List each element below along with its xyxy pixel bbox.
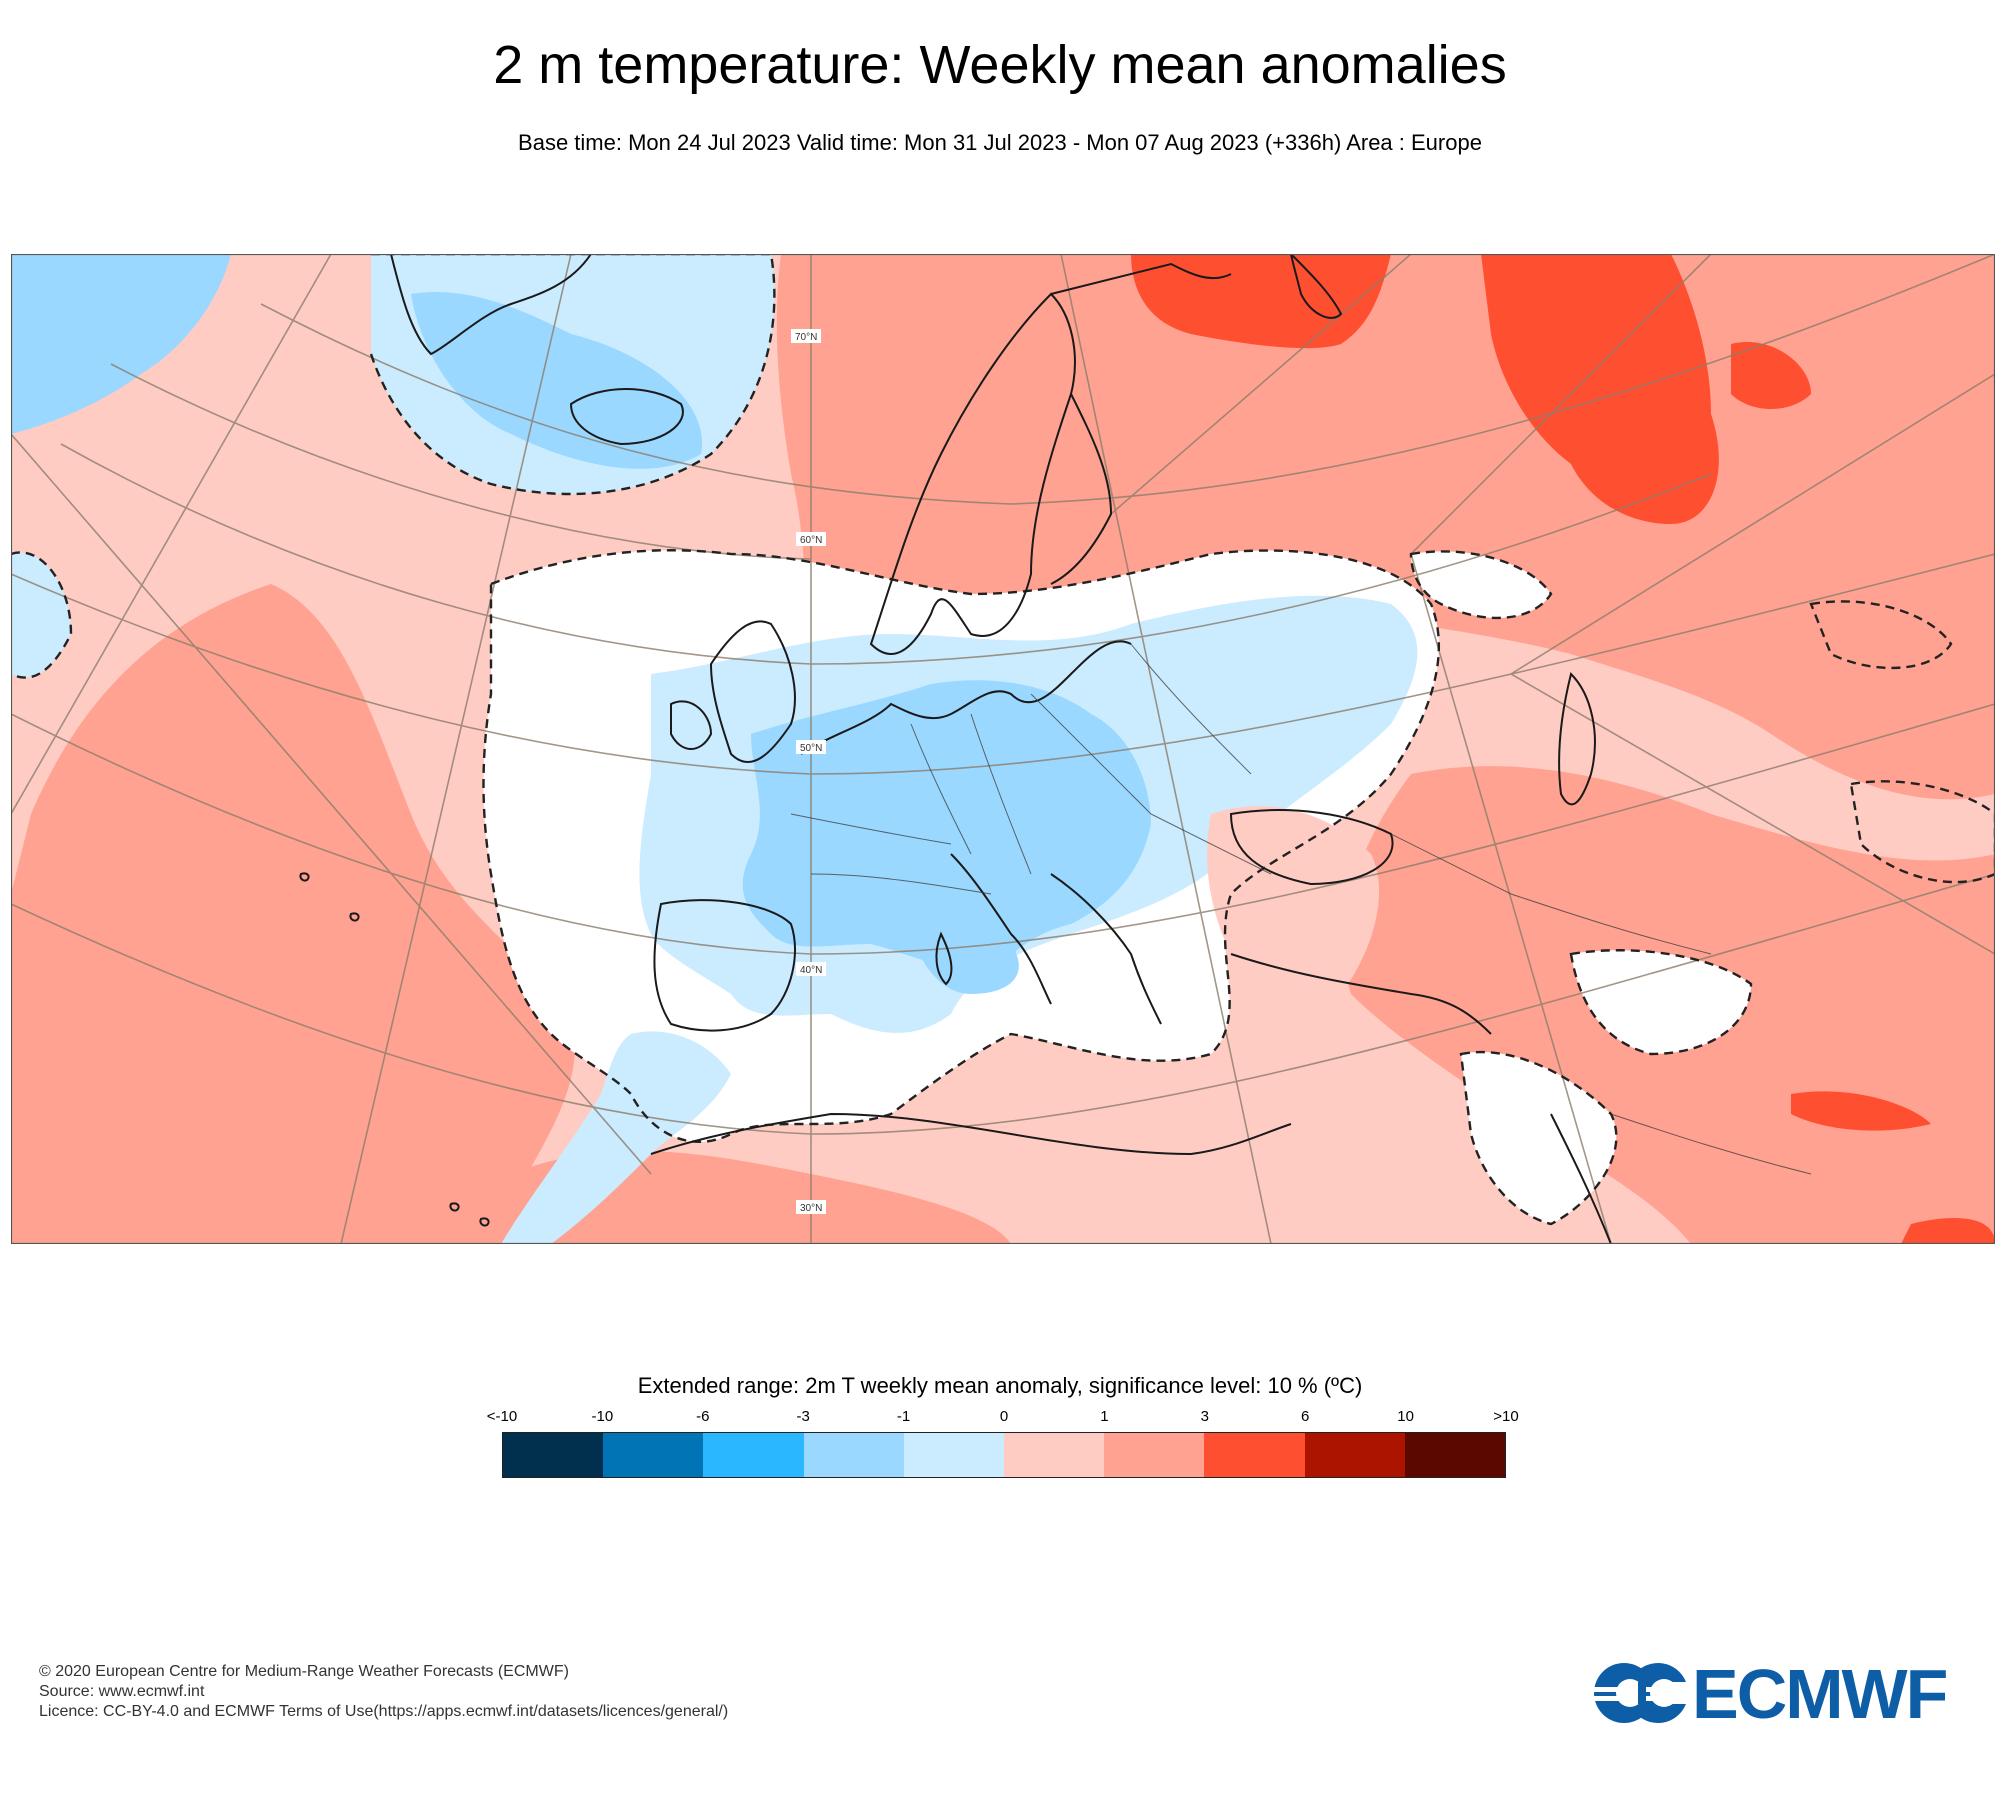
- ecmwf-logo: ECMWF: [1594, 1656, 1970, 1732]
- anomaly-field-canada-cool-2: [11, 552, 71, 678]
- lat-label-50: 50°N: [800, 743, 822, 754]
- anomaly-field-urals-hot-2: [1731, 342, 1811, 409]
- anomaly-field-turkey-neutral: [1571, 950, 1751, 1054]
- legend-tick-label: 10: [1397, 1408, 1414, 1425]
- anomaly-field-greenland-cooler: [411, 292, 703, 469]
- legend-tick-label: -10: [591, 1408, 614, 1425]
- anomaly-field-urals-hot: [1481, 254, 1719, 524]
- legend-tick-label: 1: [1100, 1408, 1109, 1425]
- footer: © 2020 European Centre for Medium-Range …: [39, 1662, 728, 1722]
- legend-swatch: [503, 1433, 604, 1477]
- anomaly-field-se-corner-hot: [1901, 1218, 1995, 1244]
- anomaly-field-central-cooler: [742, 680, 1151, 974]
- legend-swatch: [1104, 1433, 1205, 1477]
- legend-tick-label: <-10: [486, 1408, 518, 1425]
- anomaly-field-balkans-warm: [1207, 806, 1380, 1002]
- anomaly-map: 70°N 60°N 50°N 40°N 30°N: [11, 254, 1995, 1244]
- legend-tick-label: 6: [1301, 1408, 1310, 1425]
- footer-source: Source: www.ecmwf.int: [39, 1683, 205, 1700]
- legend-swatch: [903, 1433, 1005, 1477]
- anomaly-field-caspian-neutral: [1411, 551, 1551, 618]
- legend-swatch: [1404, 1433, 1506, 1477]
- legend-tick-label: -3: [796, 1408, 810, 1425]
- anomaly-field-middle-east-hot: [1791, 1091, 1931, 1131]
- lat-label-40: 40°N: [800, 965, 822, 976]
- ecmwf-logo-icon: [1594, 1663, 1690, 1723]
- anomaly-field-canada-cool: [11, 254, 231, 434]
- legend-tick-label: -1: [896, 1408, 911, 1425]
- significance-contours: [11, 254, 1995, 1226]
- country-borders: [790, 643, 1812, 1175]
- anomaly-field-russia-hot: [1131, 254, 1391, 349]
- page-subtitle: Base time: Mon 24 Jul 2023 Valid time: M…: [518, 130, 1482, 155]
- ecmwf-logo-text: ECMWF: [1692, 1655, 1948, 1733]
- anomaly-field-levant-neutral: [1461, 1052, 1617, 1224]
- legend-swatch: [1004, 1433, 1105, 1477]
- legend-tick-label: -6: [696, 1408, 710, 1425]
- coastlines: [299, 254, 1612, 1244]
- anomaly-field-atlantic-warm: [11, 584, 575, 1244]
- map-frame: [11, 254, 1995, 1244]
- legend-swatch: [703, 1433, 804, 1477]
- legend-colorbar: [502, 1432, 1506, 1478]
- page-title: 2 m temperature: Weekly mean anomalies: [493, 35, 1507, 95]
- latitude-labels: 70°N 60°N 50°N 40°N 30°N: [791, 329, 826, 1214]
- lat-label-60: 60°N: [800, 535, 822, 546]
- legend-tick-label: 3: [1200, 1408, 1209, 1425]
- lat-label-30: 30°N: [800, 1203, 822, 1214]
- legend-swatch: [1304, 1433, 1405, 1477]
- anomaly-field-iberia-cool: [501, 1031, 731, 1244]
- legend-tick-label: >10: [1493, 1408, 1519, 1425]
- lat-label-70: 70°N: [795, 332, 817, 343]
- legend-swatch: [1204, 1433, 1305, 1477]
- legend-swatch: [603, 1433, 704, 1477]
- footer-copyright: © 2020 European Centre for Medium-Range …: [39, 1663, 569, 1680]
- legend-title: Extended range: 2m T weekly mean anomaly…: [637, 1373, 1363, 1398]
- legend-tick-label: 0: [999, 1408, 1009, 1425]
- legend-swatch: [803, 1433, 904, 1477]
- footer-licence: Licence: CC-BY-4.0 and ECMWF Terms of Us…: [39, 1703, 729, 1720]
